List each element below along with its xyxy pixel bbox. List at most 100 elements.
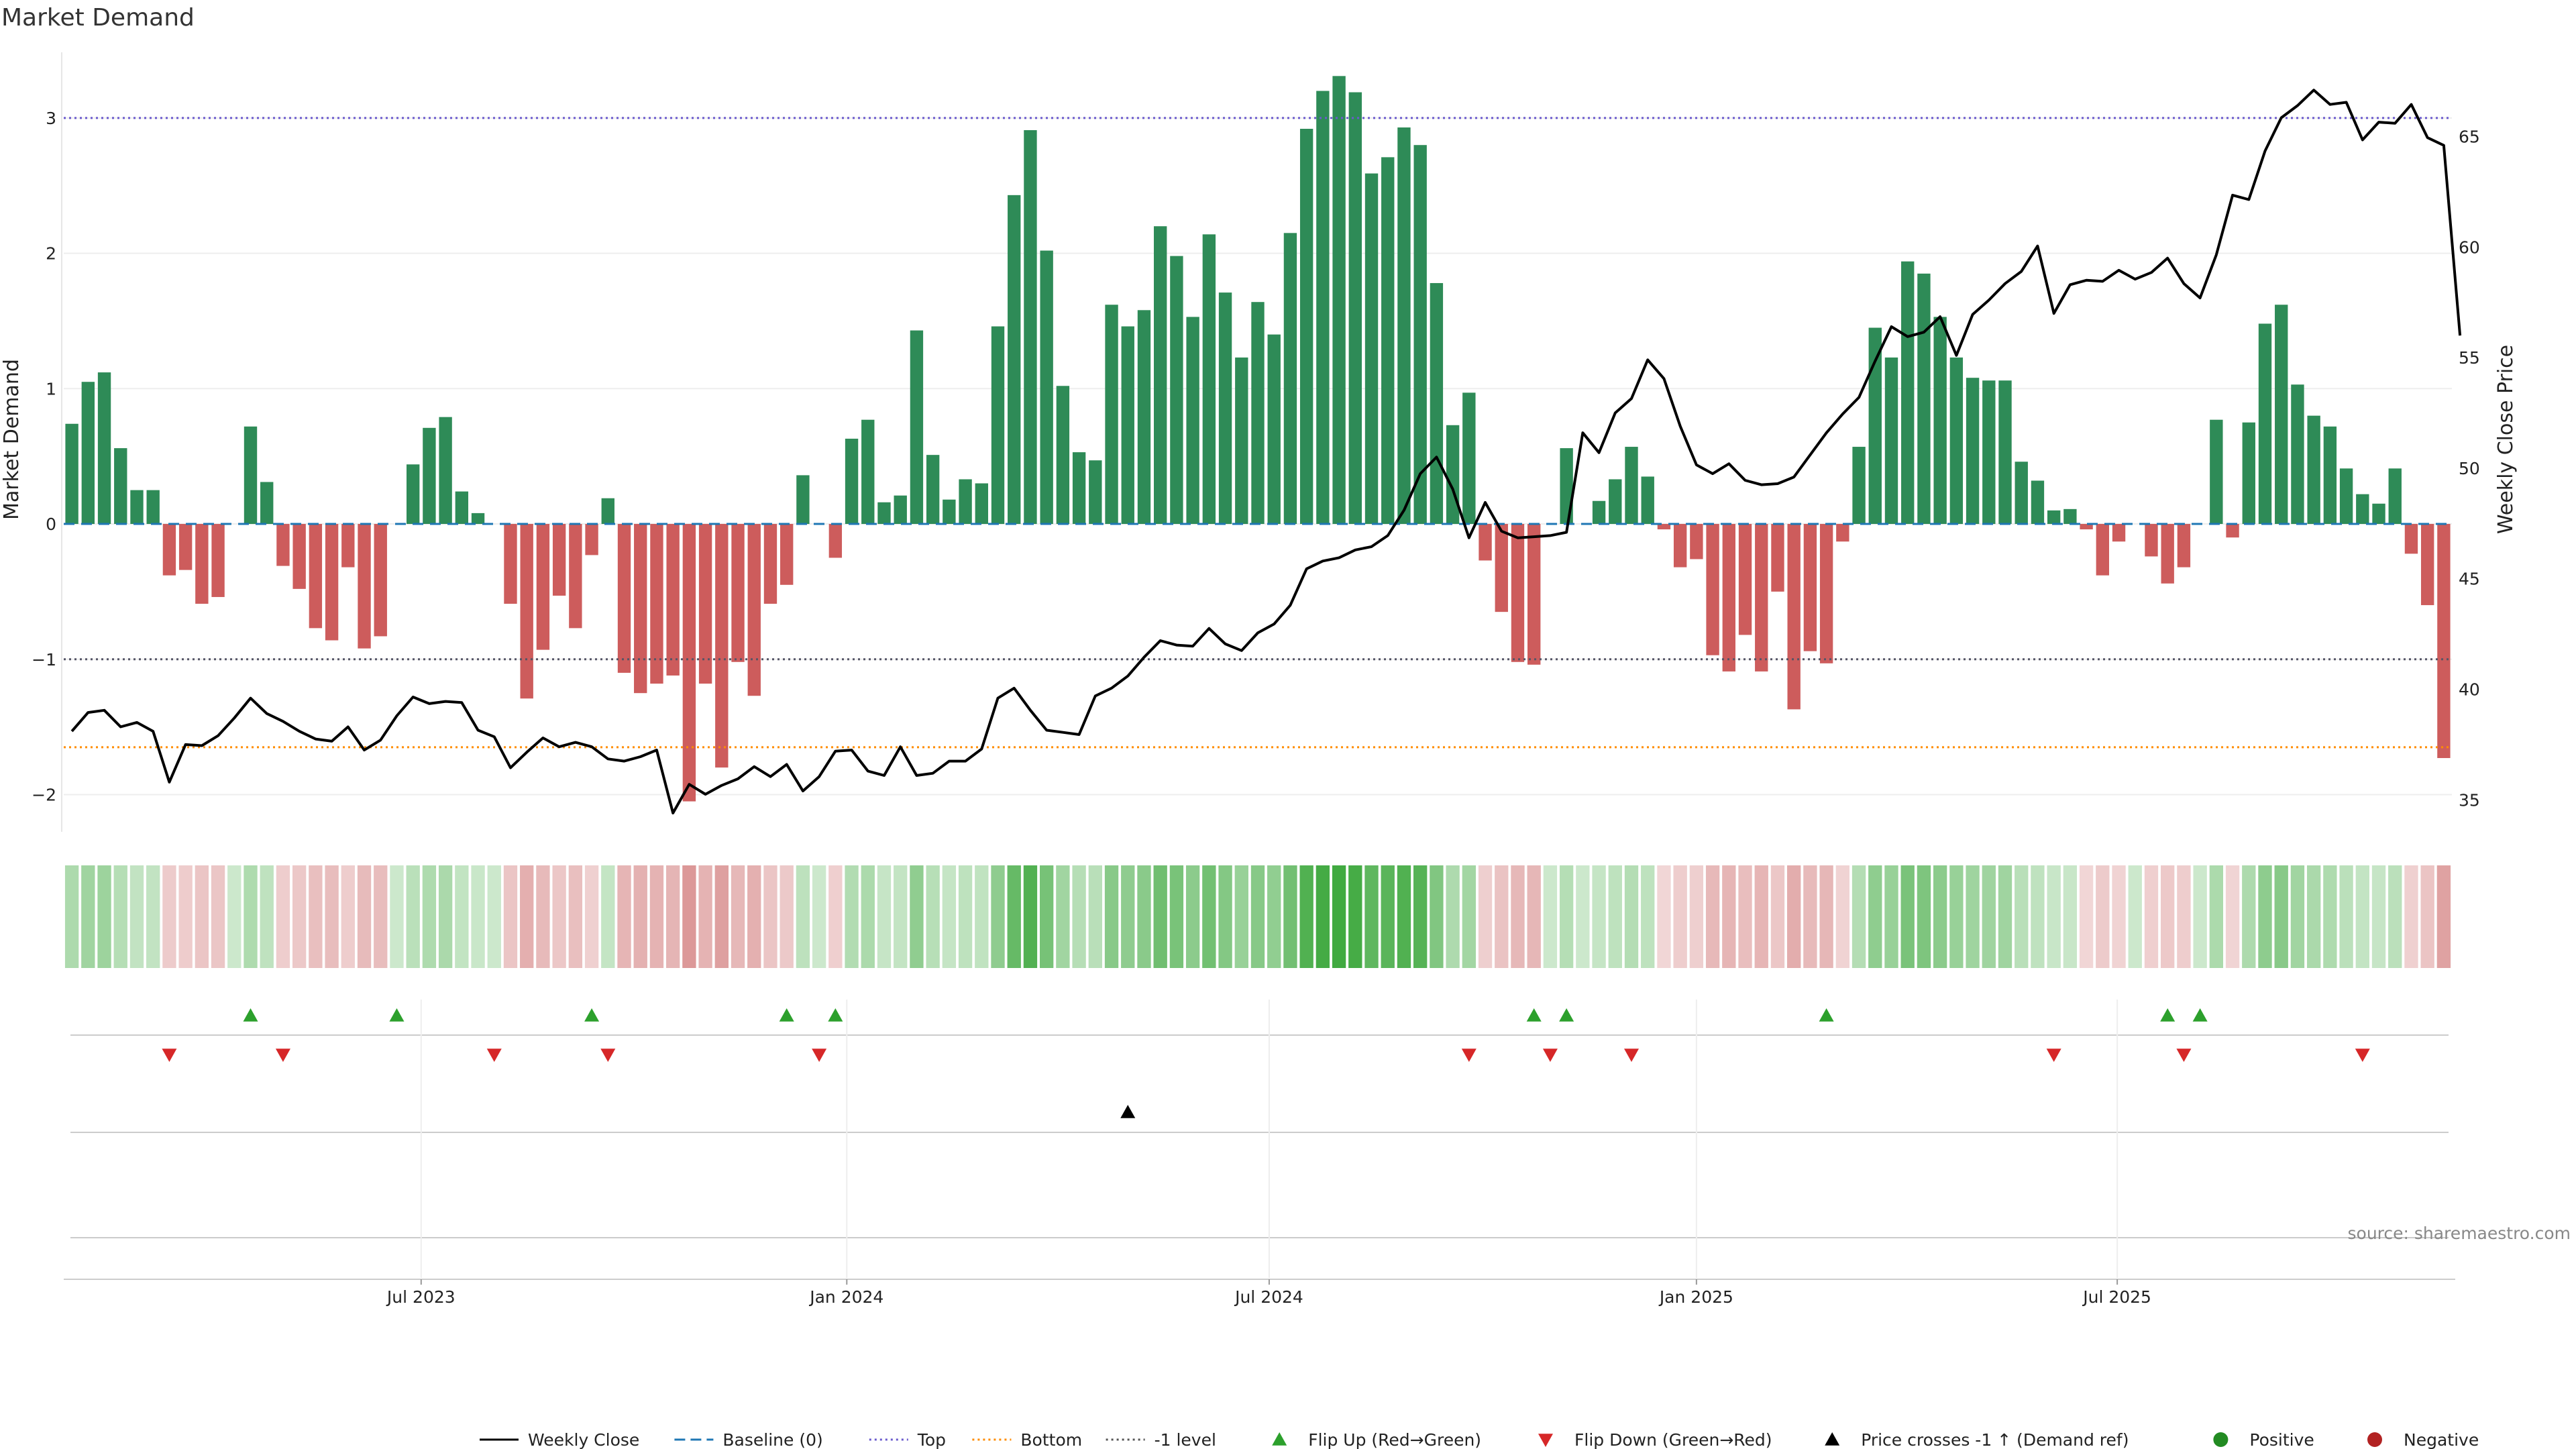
heat-cell (1933, 865, 1947, 968)
heat-cell (1705, 865, 1720, 968)
demand-bar (504, 524, 517, 604)
demand-bar (1755, 524, 1768, 672)
legend-swatch (2213, 1432, 2229, 1447)
demand-bar (244, 426, 258, 525)
demand-bar (130, 490, 144, 525)
legend-label: Baseline (0) (722, 1430, 822, 1449)
heat-cell (1803, 865, 1817, 968)
demand-bar (1283, 233, 1297, 525)
demand-bar (2242, 422, 2255, 525)
heat-cell (665, 865, 680, 968)
demand-bar (2177, 524, 2191, 568)
demand-bar (146, 490, 160, 525)
heat-cell (1072, 865, 1086, 968)
heat-cell (2193, 865, 2207, 968)
demand-bar (2420, 524, 2434, 606)
demand-bar (585, 524, 598, 555)
demand-bar (1154, 226, 1167, 525)
heat-cell (796, 865, 810, 968)
demand-heat-strip (64, 865, 2451, 968)
demand-bar (439, 417, 452, 525)
demand-bar (1884, 357, 1898, 525)
legend-item: Negative (2367, 1430, 2479, 1449)
legend-item: Flip Down (Green→Red) (1538, 1430, 1772, 1449)
demand-bar (569, 524, 582, 629)
demand-bar (1397, 127, 1411, 525)
heat-cell (146, 865, 160, 968)
heat-cell (487, 865, 501, 968)
demand-bar (81, 382, 95, 525)
demand-bar (1381, 157, 1395, 525)
flip-down-marker (486, 1049, 502, 1062)
heat-cell (276, 865, 290, 968)
heat-cell (731, 865, 745, 968)
legend-label: Weekly Close (528, 1430, 639, 1449)
demand-bar (845, 438, 859, 525)
demand-bar (1998, 380, 2012, 525)
demand-bar (894, 495, 907, 525)
demand-bar (1137, 310, 1151, 525)
legend: Weekly Close Baseline (0) Top Bottom -1 leve… (480, 1430, 2479, 1449)
heat-cell (2079, 865, 2094, 968)
heat-cell (601, 865, 615, 968)
right-tick-label: 35 (2459, 790, 2480, 810)
demand-bar (1251, 302, 1265, 525)
legend-label: Top (917, 1430, 946, 1449)
heat-cell (503, 865, 518, 968)
heat-cell (1430, 865, 1444, 968)
demand-bar (959, 479, 972, 525)
demand-bar (926, 455, 940, 525)
chart-title: Market Demand (1, 4, 195, 32)
demand-bar (861, 419, 875, 525)
heat-cell (1007, 865, 1021, 968)
flip-up-marker (1559, 1008, 1574, 1022)
heat-cell (828, 865, 843, 968)
demand-bar (1186, 317, 1199, 525)
demand-bar (1332, 76, 1346, 525)
flip-down-marker (1624, 1049, 1640, 1062)
legend-item: Top (869, 1430, 946, 1449)
heat-cell (178, 865, 193, 968)
demand-bar (2047, 510, 2061, 525)
heat-cell (341, 865, 355, 968)
demand-bar (698, 524, 712, 684)
demand-bar (1917, 273, 1931, 525)
demand-bar (162, 524, 176, 576)
demand-bar (1121, 326, 1134, 525)
heat-cell (1250, 865, 1265, 968)
heat-cell (1413, 865, 1428, 968)
heat-cell (1966, 865, 1980, 968)
flip-up-marker (243, 1008, 258, 1022)
legend-label: Price crosses -1 ↑ (Demand ref) (1861, 1430, 2129, 1449)
heat-cell (942, 865, 957, 968)
heat-cell (2063, 865, 2078, 968)
demand-bar (2031, 480, 2045, 525)
heat-cell (958, 865, 973, 968)
heat-cell (1364, 865, 1379, 968)
legend-label: Flip Down (Green→Red) (1574, 1430, 1772, 1449)
demand-bar (1625, 447, 1638, 525)
heat-cell (1137, 865, 1151, 968)
demand-bar (1040, 250, 1053, 525)
heat-cell (1819, 865, 1833, 968)
heat-cell (2225, 865, 2240, 968)
demand-bar (195, 524, 209, 604)
heat-cell (520, 865, 534, 968)
heat-cell (162, 865, 176, 968)
heat-cell (780, 865, 794, 968)
demand-bar (2323, 426, 2337, 525)
demand-bar (1105, 305, 1118, 525)
demand-bar (114, 448, 127, 525)
heat-cell (1104, 865, 1119, 968)
heat-cell (2112, 865, 2126, 968)
heat-cell (1527, 865, 1541, 968)
demand-bar (747, 524, 761, 696)
demand-bar (1348, 92, 1362, 525)
demand-bar (309, 524, 323, 629)
price-cross-marker (1120, 1105, 1136, 1118)
heat-cell (714, 865, 729, 968)
heat-cell (1299, 865, 1313, 968)
heat-cell (747, 865, 761, 968)
flip-down-marker (2355, 1049, 2370, 1062)
